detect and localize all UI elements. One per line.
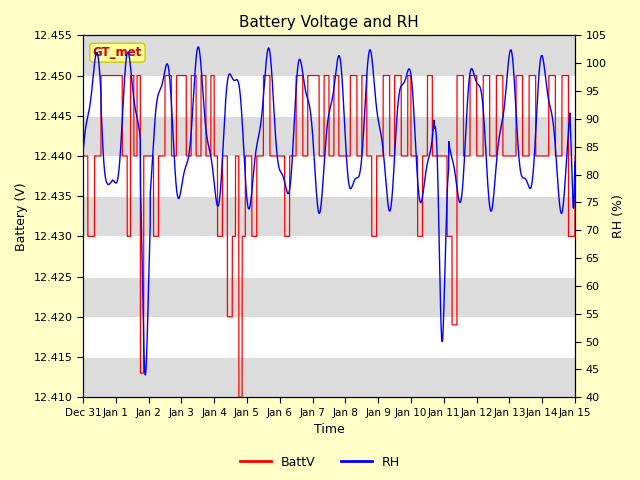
Bar <box>83 116 575 156</box>
Legend: BattV, RH: BattV, RH <box>235 451 405 474</box>
Bar <box>83 36 575 75</box>
Bar <box>83 276 575 317</box>
Y-axis label: RH (%): RH (%) <box>612 194 625 238</box>
Text: GT_met: GT_met <box>93 46 142 59</box>
Y-axis label: Battery (V): Battery (V) <box>15 182 28 251</box>
X-axis label: Time: Time <box>314 423 344 436</box>
Bar <box>83 357 575 397</box>
Title: Battery Voltage and RH: Battery Voltage and RH <box>239 15 419 30</box>
Bar <box>83 196 575 236</box>
